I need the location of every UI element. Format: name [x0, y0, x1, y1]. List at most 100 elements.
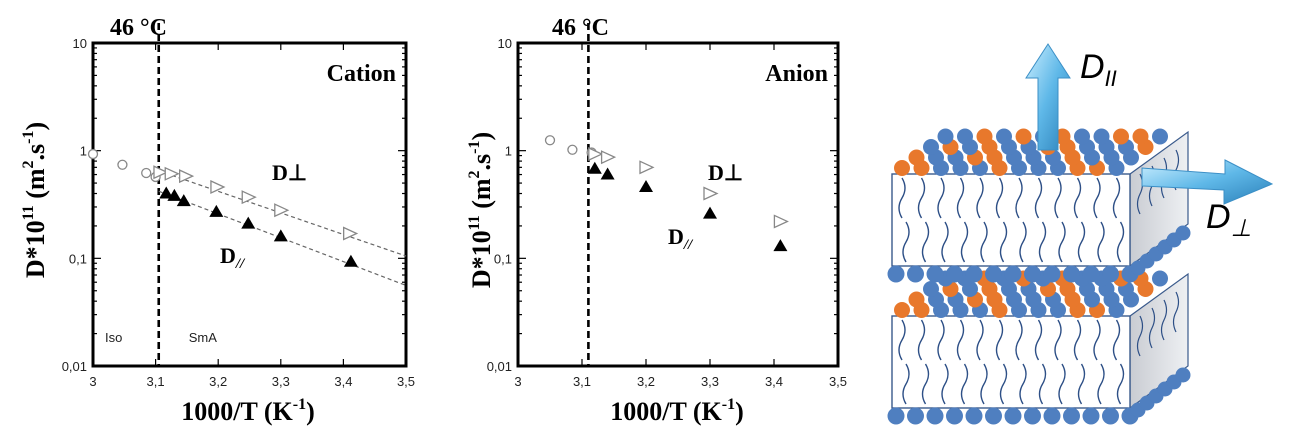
- lipid-head: [1004, 407, 1022, 425]
- data-point-circle: [544, 135, 556, 146]
- data-point-d-perp: [588, 147, 604, 162]
- lipid-head: [1082, 265, 1100, 283]
- block-front-face: [891, 315, 1131, 409]
- lipid-tail: [1015, 177, 1023, 219]
- y-tick-label: 10: [498, 36, 512, 51]
- lipid-tail: [980, 363, 988, 405]
- fit-line: [158, 190, 407, 287]
- lipid-tail: [921, 221, 930, 263]
- lipid-tail: [937, 177, 945, 219]
- data-point-d-par: [703, 206, 717, 219]
- data-point-d-perp: [343, 226, 359, 241]
- x-axis-label: 1000/T (K-1): [181, 396, 314, 426]
- lipid-tail: [1093, 319, 1101, 361]
- y-tick-label: 10: [73, 36, 87, 51]
- lipid-tail: [1038, 363, 1047, 405]
- lipid-head: [946, 407, 963, 425]
- lipid-tail: [1034, 177, 1043, 219]
- lipid-head: [887, 265, 905, 283]
- data-point-d-par: [159, 186, 174, 199]
- lipid-head: [923, 281, 939, 297]
- panel-label: Cation: [327, 61, 396, 87]
- series-label-d-par: D//: [220, 243, 246, 272]
- data-point-d-par: [167, 188, 182, 201]
- data-point-d-par: [176, 194, 191, 207]
- lipid-head: [887, 407, 905, 425]
- lipid-head: [1043, 265, 1061, 283]
- series-label-sub: //: [683, 237, 694, 253]
- lipid-tail: [995, 319, 1004, 361]
- lipid-tail: [902, 363, 910, 405]
- lipid-tail: [1112, 177, 1121, 219]
- x-tick-label: 3,1: [147, 374, 165, 389]
- lipid-tail: [1136, 315, 1144, 357]
- series-label-d-perp: D⊥: [708, 160, 743, 185]
- lipid-tail: [960, 363, 969, 405]
- lipid-tail: [1019, 363, 1027, 405]
- lipid-tail: [941, 363, 949, 405]
- x-tick-label: 3,3: [272, 374, 290, 389]
- x-tick-label: 3,2: [637, 374, 655, 389]
- lipid-tail: [1148, 307, 1156, 349]
- ion-anion: [894, 160, 910, 176]
- data-point-d-par: [639, 179, 653, 192]
- series-label-d-par: D//: [668, 224, 694, 253]
- lipid-tail: [1097, 221, 1105, 263]
- data-point-d-perp: [241, 190, 257, 205]
- data-point-d-perp: [164, 166, 180, 181]
- data-point-circle: [567, 144, 578, 155]
- lipid-tail: [1116, 221, 1125, 263]
- data-point-d-par: [273, 229, 288, 242]
- x-tick-label: 3,3: [701, 374, 719, 389]
- arrow-parallel: [1025, 43, 1071, 151]
- lipid-tail: [976, 319, 984, 361]
- ion-anion: [1132, 128, 1149, 145]
- lipid-tail: [999, 363, 1008, 405]
- fit-line: [158, 170, 407, 257]
- d-perp-label: D⊥: [1206, 198, 1251, 242]
- anion-chart: D*1011 (m2.s-1) 1000/T (K-1) 46 °C 3 3,1 3…: [466, 15, 847, 426]
- data-point-d-par: [209, 204, 224, 217]
- lipid-head: [1024, 265, 1041, 283]
- lipid-head: [996, 128, 1012, 145]
- lipid-head: [1152, 270, 1168, 287]
- data-point-circle: [87, 148, 99, 160]
- region-label-sma: SmA: [189, 330, 218, 345]
- lipid-tail: [1019, 221, 1027, 263]
- ion-anion: [1015, 128, 1032, 145]
- lipid-tail: [960, 221, 969, 263]
- ion-anion: [976, 128, 993, 145]
- lipid-tail: [1112, 319, 1121, 361]
- y-tick-label: 0,1: [494, 251, 512, 266]
- lipid-head: [1043, 407, 1061, 425]
- d-parallel-label: DII: [1080, 48, 1117, 91]
- data-point-d-par: [343, 254, 358, 267]
- series-label-d-perp: D⊥: [272, 160, 307, 185]
- lipid-tail: [902, 221, 910, 263]
- lipid-head: [907, 265, 924, 283]
- data-point-d-par: [241, 216, 256, 229]
- cation-chart: D*1011 (m2.s-1) 1000/T (K-1) 46 °C 3 3,1 3…: [20, 15, 415, 426]
- lipid-tail: [1097, 363, 1105, 405]
- lipid-head: [965, 265, 983, 283]
- lipid-tail: [1073, 319, 1082, 361]
- lipid-head: [957, 128, 973, 145]
- x-tick-label: 3: [89, 374, 96, 389]
- lipid-head: [1074, 128, 1090, 145]
- y-axis-label: D*1011 (m2.s-1): [20, 122, 50, 278]
- lipid-tail: [980, 221, 988, 263]
- lipid-head: [1175, 367, 1191, 383]
- block-lower: [887, 270, 1191, 425]
- arrow-perpendicular: [1141, 159, 1274, 205]
- data-point-d-perp: [639, 160, 655, 175]
- series-label-sub: //: [235, 256, 246, 272]
- lipid-tail: [941, 221, 949, 263]
- lipid-head: [946, 265, 963, 283]
- lipid-tail: [937, 319, 945, 361]
- lipid-tail: [917, 177, 926, 219]
- lipid-head: [1102, 407, 1119, 425]
- plot-area: 3 3,1 3,2 3,3 3,4 3,5 0,01 0,1 1 10 Cation D⊥ D// Iso…: [62, 23, 415, 389]
- lipid-head: [1093, 128, 1110, 145]
- data-point-circle: [141, 167, 152, 179]
- ion-anion: [908, 149, 925, 166]
